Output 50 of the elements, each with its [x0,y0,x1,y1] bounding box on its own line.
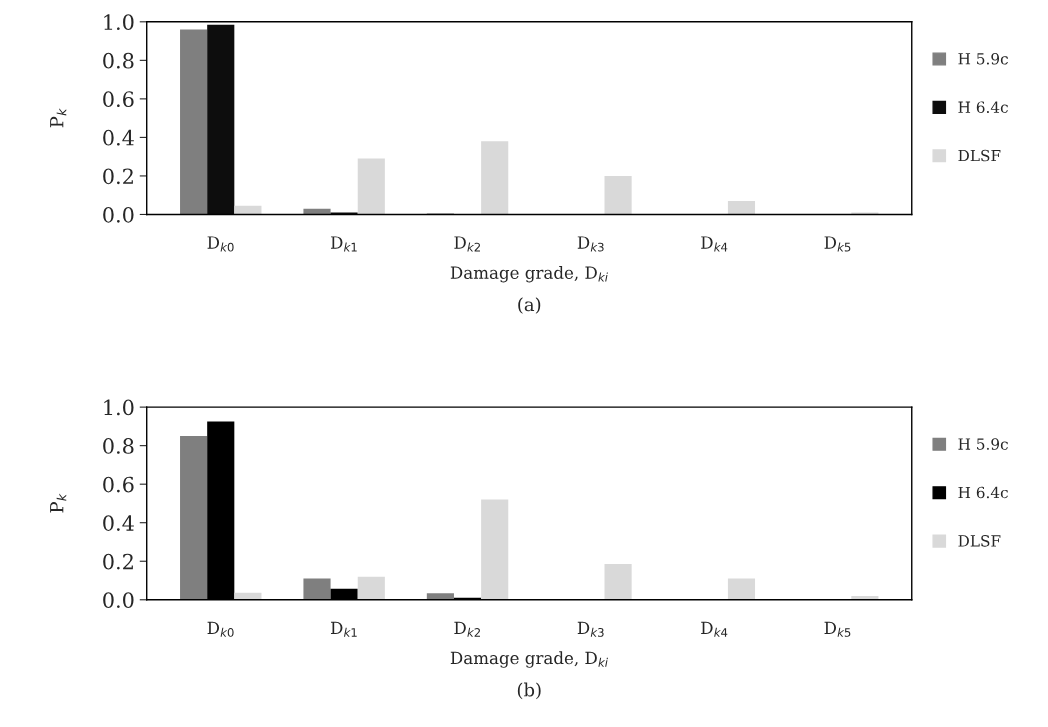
y-tick-label: 0.2 [103,553,133,570]
text: (a) [518,297,541,314]
x-tick-label: D$_{k3}$ [577,236,604,252]
y-tick-label: 1.0 [104,14,134,31]
bar [481,141,509,215]
x-axis-title: Damage grade, D$_{ki}$ [450,651,608,668]
text: (b) [517,682,541,700]
y-tick-label: 0.4 [103,515,134,531]
x-tick-label: D$_{k2}$ [454,236,480,252]
bar [357,576,385,600]
x-tick-label: D$_{k1}$ [330,621,357,637]
x-tick-label: D$_{k5}$ [824,236,851,252]
y-tick-label: 0.2 [103,168,133,185]
x-tick-label: D$_{k2}$ [454,621,480,637]
y-axis-title: P$_{k}$ [50,108,67,128]
y-axis-title: P$_{k}$ [50,493,67,513]
legend-label: H 5.9c [958,52,1008,65]
y-tick-label: 0.0 [103,206,134,223]
x-tick-label: D$_{k3}$ [577,621,604,637]
bar [303,578,331,600]
bar [180,436,208,600]
legend-label: H 6.4c [958,486,1008,499]
x-tick-label: D$_{k5}$ [824,621,851,637]
bar [426,593,454,600]
x-tick-label: D$_{k1}$ [330,236,357,252]
bar [207,24,235,215]
legend-label: DLSF [958,149,1001,162]
y-tick-label: 0.0 [103,592,134,608]
x-tick-label: D$_{k0}$ [207,236,234,252]
y-tick-label: 0.4 [103,129,134,146]
bar [234,205,262,215]
legend-label: H 5.9c [958,438,1008,450]
y-tick-label: 0.6 [103,91,134,108]
legend-label: H 6.4c [958,101,1008,113]
y-tick-label: 0.8 [103,438,134,454]
y-tick-label: 1.0 [104,399,134,416]
x-tick-label: D$_{k4}$ [701,236,728,252]
x-axis-title: Damage grade, D$_{ki}$ [450,266,608,283]
bar [727,578,756,600]
bar [481,499,509,600]
x-tick-label: D$_{k4}$ [701,621,728,637]
legend-label: DLSF [958,535,1001,547]
y-tick-label: 0.8 [103,52,134,69]
bar [604,563,632,600]
bar [727,200,756,215]
bar [357,158,385,215]
bar [180,29,208,215]
y-tick-label: 0.6 [103,476,134,493]
bar [604,175,632,215]
x-tick-label: D$_{k0}$ [207,621,234,637]
